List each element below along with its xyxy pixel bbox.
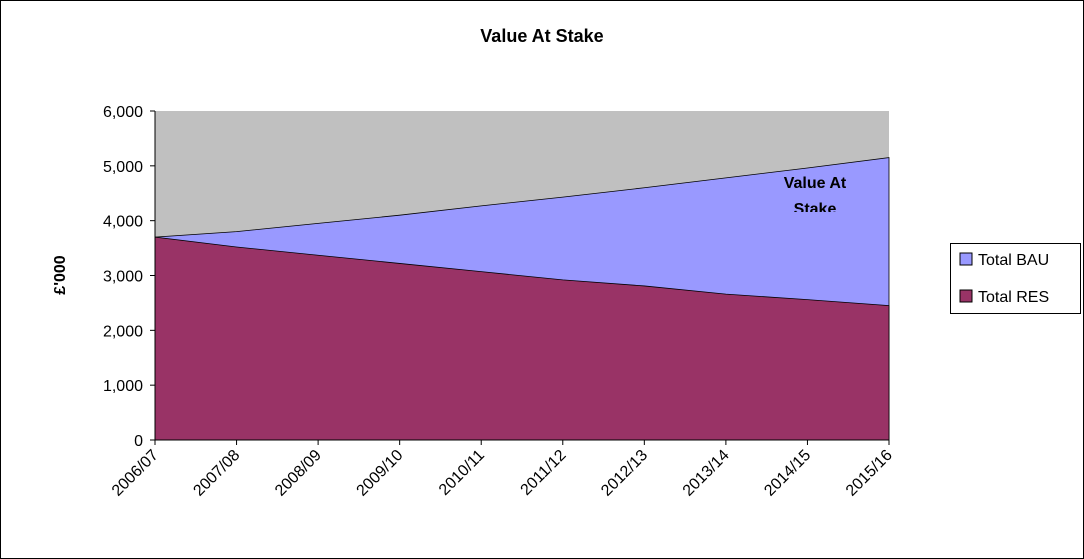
y-tick-label: 3,000 <box>103 269 143 286</box>
y-axis-label: £'000 <box>52 255 69 295</box>
annotation-line: Stake <box>794 201 837 218</box>
y-tick-label: 0 <box>134 433 143 450</box>
legend-label: Total BAU <box>978 252 1049 269</box>
annotation: Value At Stake <box>784 175 847 218</box>
y-tick-label: 5,000 <box>103 159 143 176</box>
chart-title: Value At Stake <box>480 26 603 46</box>
y-tick-label: 4,000 <box>103 214 143 231</box>
legend-swatch <box>959 289 973 303</box>
y-tick-label: 6,000 <box>103 104 143 121</box>
annotation-line: Value At <box>784 175 847 192</box>
y-tick-label: 1,000 <box>103 378 143 395</box>
legend-swatch <box>959 252 973 266</box>
legend-label: Total RES <box>978 289 1049 306</box>
area <box>154 236 890 441</box>
y-tick-label: 2,000 <box>103 323 143 340</box>
